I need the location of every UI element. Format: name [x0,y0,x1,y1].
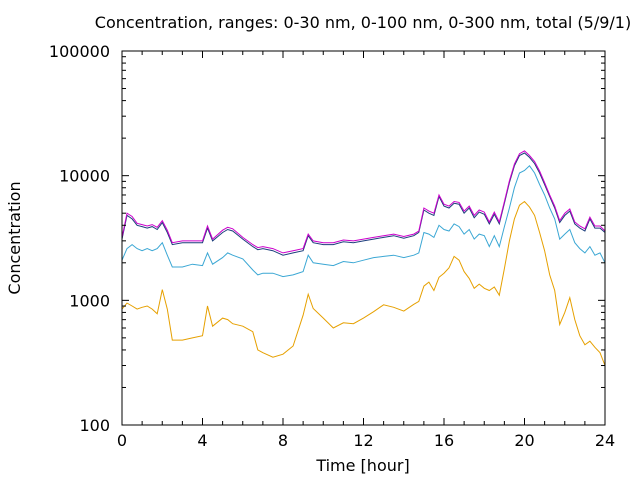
series-layer [121,150,606,366]
series-line-2 [121,165,606,278]
x-tick-label: 0 [117,431,127,450]
chart-title: Concentration, ranges: 0-30 nm, 0-100 nm… [95,13,631,32]
y-tick-label: 100000 [49,42,110,61]
x-tick-label: 20 [514,431,534,450]
x-axis-label: Time [hour] [315,456,409,475]
y-axis-label: Concentration [5,181,24,294]
series-line-3 [121,152,606,256]
x-tick-label: 12 [353,431,373,450]
series-line-1 [121,200,606,366]
y-tick-label: 10000 [59,167,110,186]
plot-frame [121,50,606,426]
x-tick-label: 24 [595,431,615,450]
y-tick-label: 1000 [69,291,110,310]
x-tick-label: 4 [197,431,207,450]
y-tick-label: 100 [79,416,110,435]
x-tick-label: 8 [278,431,288,450]
x-tick-label: 16 [434,431,454,450]
series-line-4 [121,150,606,254]
